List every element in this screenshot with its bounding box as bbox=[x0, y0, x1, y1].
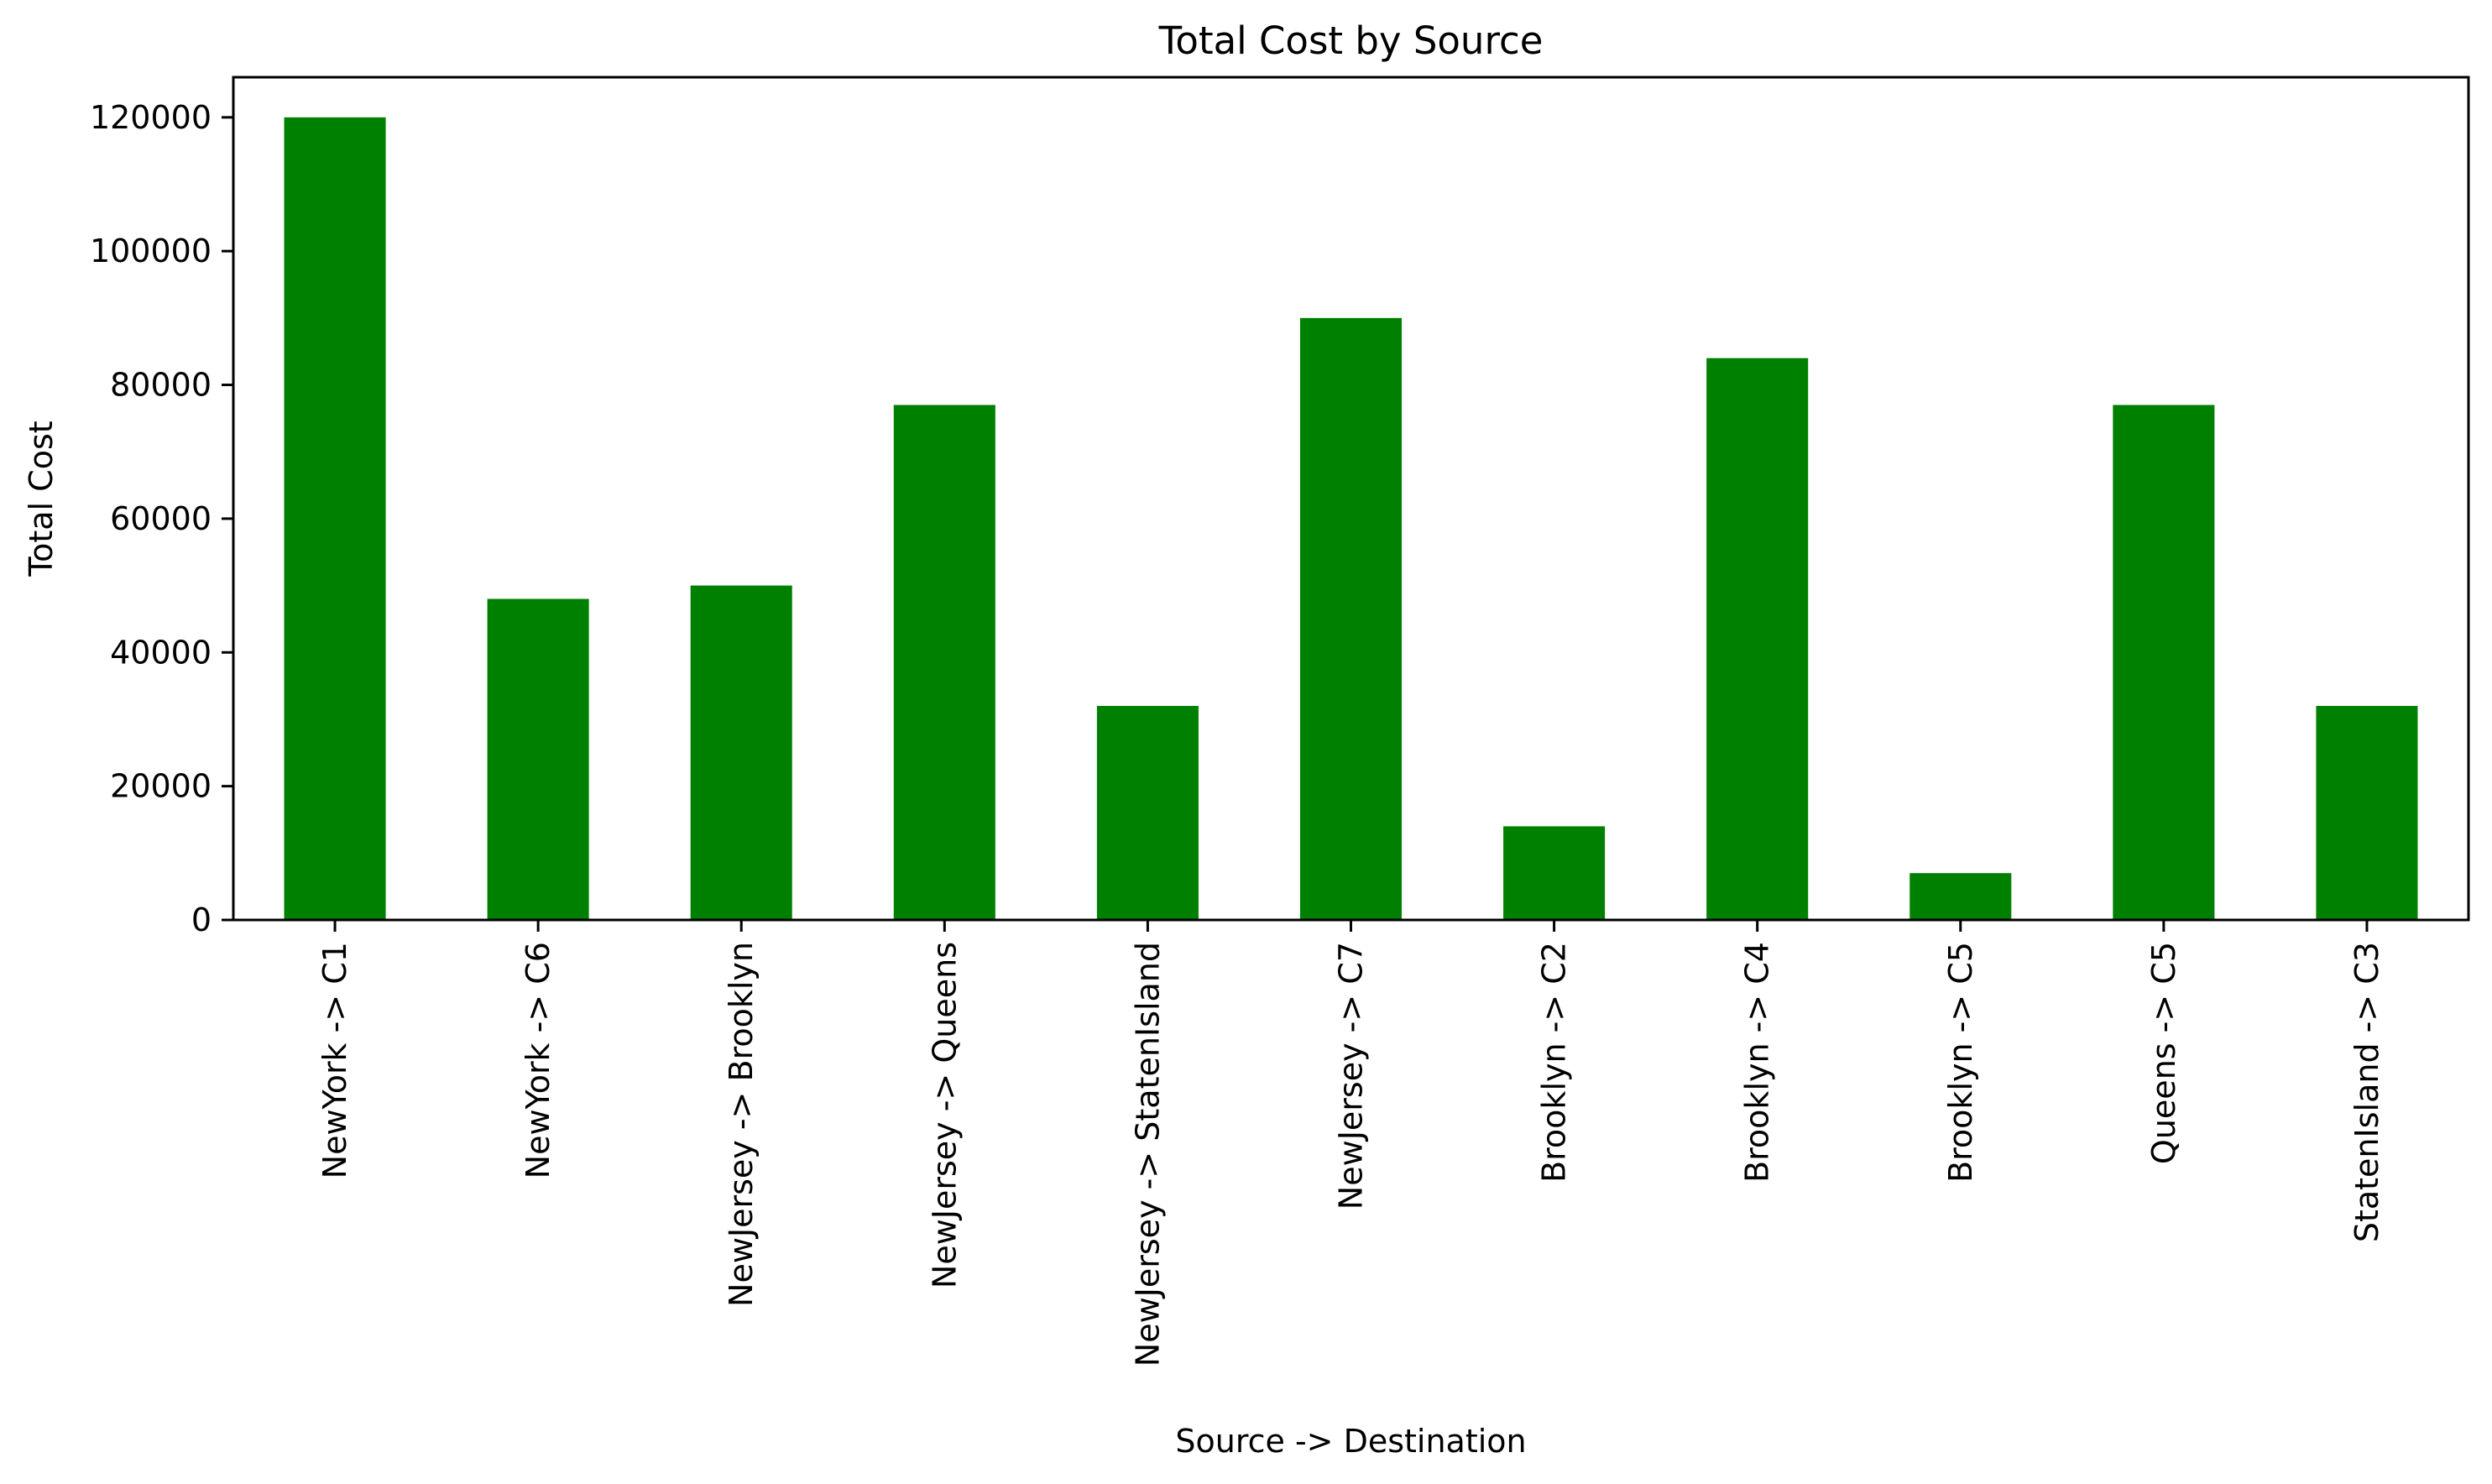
x-tick-label: Queens -> C5 bbox=[2145, 942, 2182, 1164]
bar-3 bbox=[893, 405, 995, 920]
y-tick-label: 40000 bbox=[110, 634, 212, 671]
bar-6 bbox=[1503, 826, 1606, 920]
y-tick-label: 80000 bbox=[110, 367, 212, 404]
y-tick-label: 20000 bbox=[110, 768, 212, 805]
x-tick-label: NewYork -> C1 bbox=[316, 942, 353, 1178]
x-axis-ticks: NewYork -> C1 NewYork -> C6 NewJersey -> B… bbox=[316, 920, 2385, 1366]
x-tick-label: Brooklyn -> C5 bbox=[1942, 942, 1979, 1183]
y-tick-label: 60000 bbox=[110, 500, 212, 537]
y-tick-label: 120000 bbox=[90, 99, 212, 136]
y-tick-label: 0 bbox=[191, 901, 212, 938]
x-tick-label: Brooklyn -> C4 bbox=[1739, 942, 1776, 1183]
bar-10 bbox=[2316, 706, 2418, 920]
y-axis-ticks: 0 20000 40000 60000 80000 100000 120000 bbox=[90, 99, 233, 938]
plot-area-frame bbox=[232, 76, 2470, 922]
bar-4 bbox=[1096, 706, 1199, 920]
x-tick-label: NewJersey -> C7 bbox=[1333, 942, 1370, 1210]
bar-8 bbox=[1909, 873, 2012, 920]
x-tick-label: NewJersey -> StatenIsland bbox=[1129, 942, 1166, 1366]
bar-0 bbox=[284, 117, 386, 921]
bar-9 bbox=[2113, 405, 2215, 920]
bar-7 bbox=[1706, 358, 1809, 921]
x-axis-label: Source -> Destination bbox=[1175, 1423, 1526, 1460]
bars-group bbox=[284, 117, 2418, 921]
x-tick-label: StatenIsland -> C3 bbox=[2348, 942, 2385, 1242]
x-tick-label: NewJersey -> Brooklyn bbox=[723, 942, 760, 1307]
bar-2 bbox=[690, 585, 792, 920]
x-tick-label: Brooklyn -> C2 bbox=[1536, 942, 1573, 1183]
x-tick-label: NewYork -> C6 bbox=[520, 942, 556, 1178]
bar-5 bbox=[1299, 317, 1403, 920]
bar-1 bbox=[487, 598, 589, 920]
y-tick-label: 100000 bbox=[90, 233, 212, 269]
chart-title: Total Cost by Source bbox=[1158, 18, 1544, 63]
y-axis-label: Total Cost bbox=[23, 421, 60, 577]
x-tick-label: NewJersey -> Queens bbox=[926, 942, 963, 1288]
